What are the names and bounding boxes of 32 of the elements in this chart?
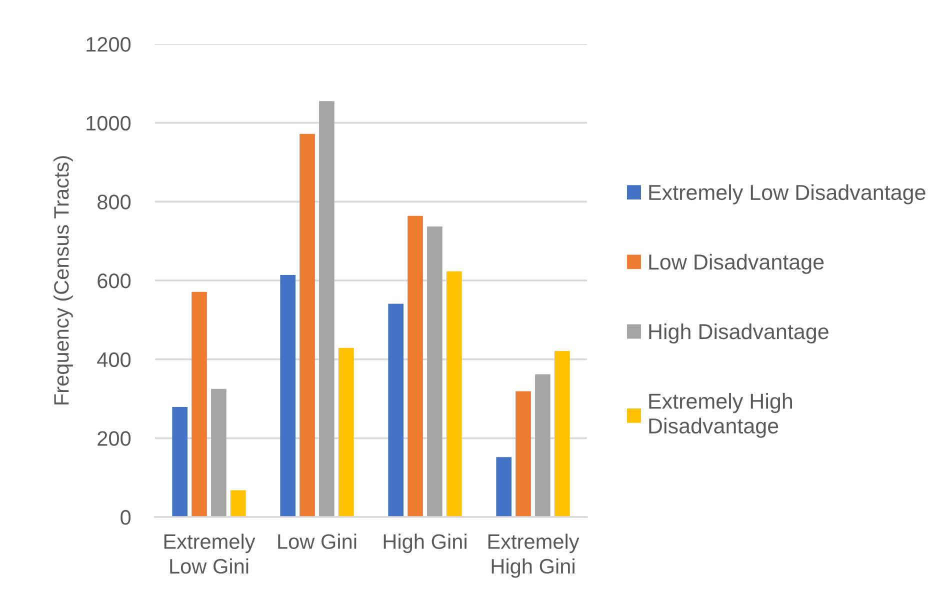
y-tick-label: 1200: [86, 37, 131, 52]
bar: [535, 374, 550, 517]
y-tick-label: 0: [120, 510, 131, 525]
bar: [172, 407, 188, 517]
x-tick-label: Extremely Low Gini: [164, 534, 256, 574]
bar: [300, 134, 315, 517]
bar: [388, 304, 404, 517]
legend-label: Low Disadvantage: [649, 254, 824, 274]
legend-label: Extremely Low Disadvantage: [649, 184, 926, 204]
y-tick-label: 400: [97, 352, 131, 368]
bar: [230, 490, 246, 517]
y-tick-label: 200: [98, 431, 131, 446]
y-axis-title: Frequency (Census Tracts): [54, 156, 73, 404]
legend-label: Extremely High Disadvantage: [649, 393, 792, 438]
y-tick-label: 800: [98, 194, 131, 210]
bar: [496, 457, 512, 517]
bar: [516, 391, 531, 517]
bar: [554, 351, 570, 517]
bar: [319, 101, 334, 517]
x-tick-label: High Gini: [384, 534, 466, 554]
bar: [446, 271, 462, 517]
bar: [192, 292, 207, 517]
bar: [280, 274, 296, 517]
legend-label: High Disadvantage: [649, 323, 828, 344]
bar: [338, 348, 354, 517]
x-tick-label: Extremely High Gini: [488, 534, 580, 578]
y-tick-label: 600: [98, 274, 131, 288]
bar: [408, 216, 423, 517]
bar: [211, 388, 226, 517]
y-tick-label: 1000: [86, 116, 131, 131]
x-tick-label: Low Gini: [278, 534, 356, 549]
bar: [427, 226, 442, 517]
